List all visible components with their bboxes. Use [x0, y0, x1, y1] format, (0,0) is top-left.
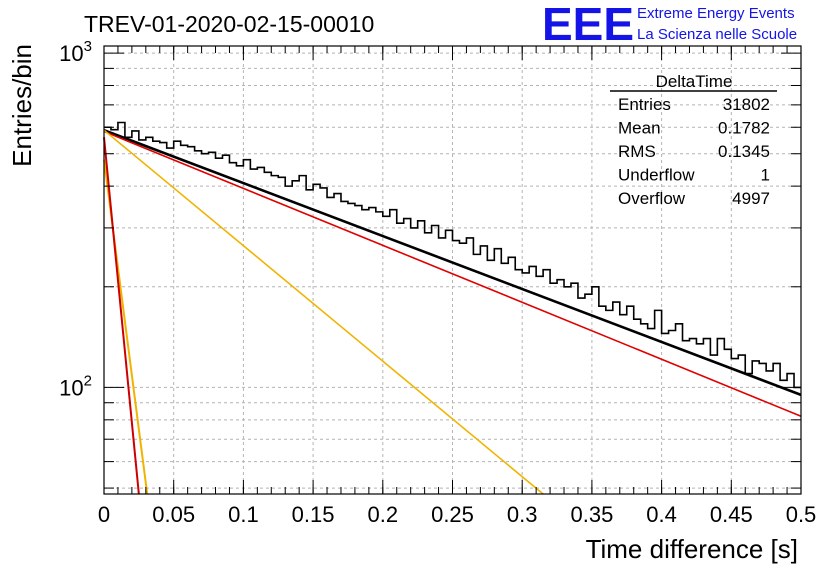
- fit-line-fast-component: [103, 137, 140, 495]
- stats-row-value: 1: [761, 166, 770, 185]
- x-tick-label: 0.35: [570, 502, 613, 527]
- fit-line-slow-component: [103, 130, 802, 417]
- stats-row-value: 0.1782: [718, 119, 770, 138]
- stats-box: DeltaTime Entries 31802 Mean 0.1782 RMS 0.134…: [610, 72, 777, 208]
- fit-line-slow-total: [103, 129, 544, 495]
- x-tick-label: 0.45: [710, 502, 753, 527]
- x-tick-label: 0.15: [292, 502, 335, 527]
- x-tick-label: 0.25: [431, 502, 474, 527]
- x-tick-label: 0.5: [786, 502, 817, 527]
- grid: [104, 46, 801, 494]
- axes: 0 0.05 0.1 0.15 0.2 0.25 0.3 0.35 0.4 0.45 0.5 102 1…: [59, 38, 816, 527]
- x-tick-label: 0.2: [368, 502, 399, 527]
- eee-logo: EEE Extreme Energy Events La Scienza nel…: [542, 0, 797, 50]
- x-tick-label: 0.1: [228, 502, 259, 527]
- stats-row-value: 4997: [732, 189, 770, 208]
- fit-line-total-fit: [103, 128, 802, 397]
- eee-logo-text: EEE: [542, 0, 634, 50]
- stats-title: DeltaTime: [656, 72, 733, 91]
- logo-subtitle-line2: La Scienza nelle Scuole: [637, 26, 797, 43]
- stats-row-label: Underflow: [618, 166, 695, 185]
- stats-rows: Entries 31802 Mean 0.1782 RMS 0.1345 Underflow…: [618, 95, 770, 208]
- stats-row-label: Entries: [618, 95, 671, 114]
- y-tick-label: 103: [59, 38, 92, 66]
- stats-row-value: 0.1345: [718, 142, 770, 161]
- stats-row-label: Mean: [618, 119, 661, 138]
- logo-subtitle-line1: Extreme Energy Events: [637, 5, 795, 22]
- y-tick-exponent: 2: [84, 372, 92, 389]
- chart-title: TREV-01-2020-02-15-00010: [84, 11, 374, 37]
- y-axis-label: Entries/bin: [7, 44, 37, 167]
- stats-row-label: RMS: [618, 142, 656, 161]
- x-axis-label: Time difference [s]: [586, 534, 798, 564]
- histogram-outline: [104, 121, 801, 389]
- stats-row-value: 31802: [723, 95, 770, 114]
- stats-row-label: Overflow: [618, 189, 686, 208]
- x-tick-label: 0.05: [152, 502, 195, 527]
- x-tick-label: 0.3: [507, 502, 538, 527]
- x-tick-label: 0.4: [646, 502, 677, 527]
- y-tick-label: 102: [59, 372, 92, 400]
- y-tick-exponent: 3: [84, 38, 92, 55]
- x-tick-label: 0: [98, 502, 110, 527]
- plot-marks: [103, 121, 802, 495]
